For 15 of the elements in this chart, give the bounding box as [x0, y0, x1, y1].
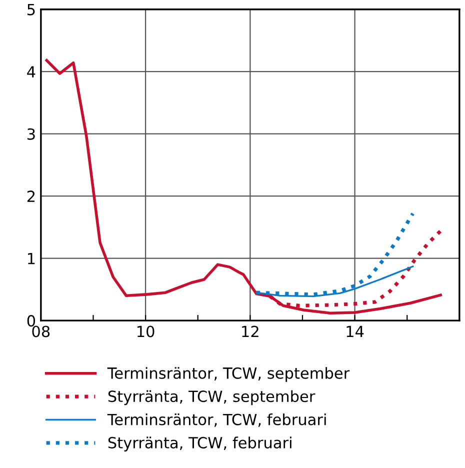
x-tick-label: 10 — [138, 326, 154, 338]
y-tick-label: 5 — [28, 4, 35, 16]
y-tick-label: 1 — [28, 253, 35, 264]
legend-label: Terminsräntor, TCW, februari — [107, 413, 326, 427]
y-tick-label: 4 — [27, 66, 36, 78]
legend-label: Styrränta, TCW, februari — [108, 436, 292, 452]
legend-label: Styrränta, TCW, september — [108, 390, 316, 406]
line-series — [45, 59, 442, 314]
y-tick-label: 2 — [27, 190, 35, 202]
x-tick-label: 12 — [242, 326, 258, 338]
x-tick-label: 14 — [346, 326, 364, 338]
y-tick-label: 0 — [27, 315, 36, 327]
legend-label: Terminsräntor, TCW, september — [107, 367, 350, 382]
y-tick-label: 3 — [28, 128, 35, 140]
x-tick-label: 08 — [32, 326, 50, 338]
